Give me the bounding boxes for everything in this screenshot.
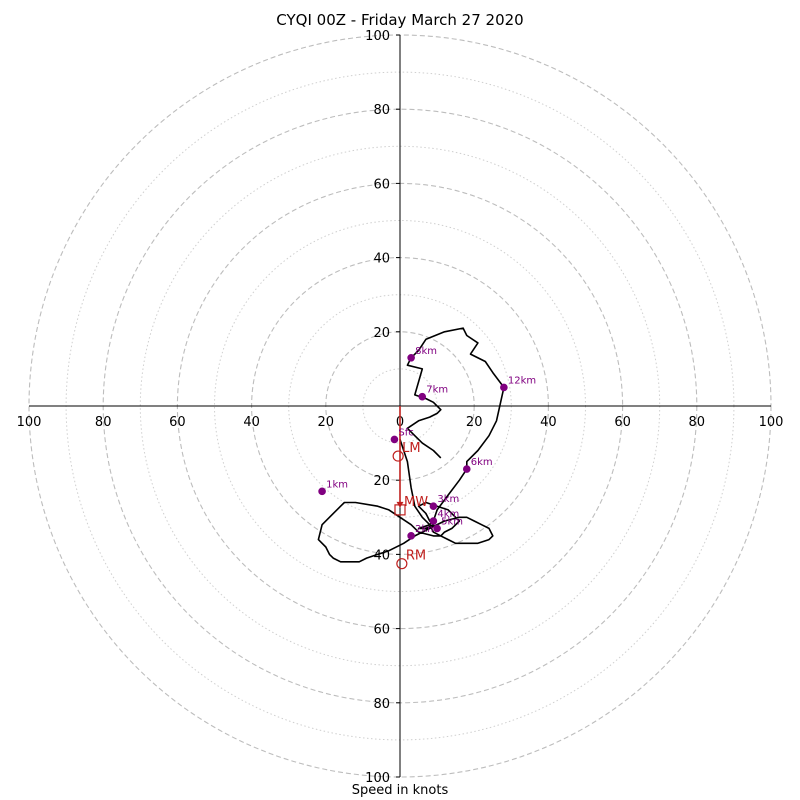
storm-motion-marker-rm [396, 558, 408, 570]
storm-motion-label-mw: MW [404, 495, 428, 510]
x-tick-label: 60 [614, 415, 631, 430]
height-marker-1km [318, 487, 326, 496]
height-marker-label-2km: 2km [415, 524, 437, 535]
height-marker-12km [500, 383, 508, 392]
y-tick-label: 100 [365, 771, 390, 786]
storm-motion: LM MW RM [392, 406, 428, 570]
height-marker-2km [407, 532, 415, 540]
x-axis-label: Speed in knots [351, 783, 449, 798]
height-marker-8km [407, 353, 415, 362]
x-tick-label: 40 [243, 415, 260, 430]
height-marker-label-8km: 8km [415, 346, 437, 357]
height-marker-3km [429, 502, 438, 510]
height-marker-label-1km: 1km [326, 479, 348, 490]
height-marker-sfc [390, 435, 399, 444]
storm-motion-marker-lm [392, 450, 404, 462]
height-marker-6km [462, 465, 471, 473]
x-tick-label: 100 [759, 415, 784, 430]
height-marker-label-sfc: Sfc [398, 427, 413, 438]
storm-motion-label-lm: LM [402, 441, 420, 456]
y-tick-label: 20 [373, 474, 390, 489]
height-marker-5km [433, 524, 441, 533]
x-tick-label: 80 [689, 415, 706, 430]
x-tick-label: 20 [318, 415, 335, 430]
x-tick-label: 60 [169, 415, 186, 430]
hodograph-trace [317, 327, 505, 563]
height-marker-label-3km: 3km [437, 494, 459, 505]
height-marker-label-5km: 5km [441, 516, 463, 527]
x-tick-label: 100 [17, 415, 42, 430]
height-marker-label-6km: 6km [471, 457, 493, 468]
y-tick-label: 40 [373, 252, 390, 267]
y-tick-label: 60 [373, 177, 390, 192]
y-tick-label: 80 [373, 103, 390, 118]
storm-motion-marker-mw [394, 504, 406, 516]
tick-labels: 1008060402002040608010020204040606080801… [17, 29, 784, 786]
x-tick-label: 40 [540, 415, 557, 430]
height-marker-label-4km: 4km [437, 509, 459, 520]
hodograph-line [317, 327, 505, 563]
height-marker-7km [418, 392, 427, 401]
y-tick-label: 100 [365, 29, 390, 44]
height-marker-label-12km: 12km [508, 375, 536, 386]
height-marker-label-7km: 7km [426, 385, 448, 396]
height-marker-4km [429, 517, 438, 525]
chart-title: CYQI 00Z - Friday March 27 2020 [276, 11, 524, 29]
y-tick-label: 80 [373, 697, 390, 712]
y-tick-label: 20 [373, 326, 390, 341]
x-tick-label: 80 [95, 415, 112, 430]
x-tick-label: 20 [466, 415, 483, 430]
y-tick-label: 60 [373, 623, 390, 638]
storm-motion-label-rm: RM [406, 549, 426, 564]
